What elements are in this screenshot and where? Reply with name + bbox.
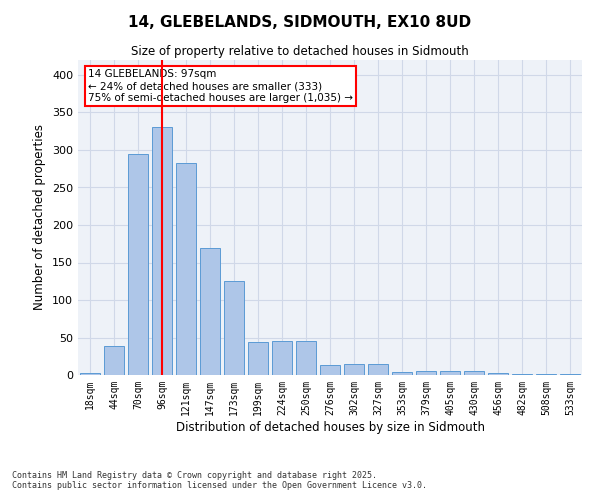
Bar [512,374,532,375]
Bar [392,372,412,375]
Bar [320,364,340,375]
Text: Contains HM Land Registry data © Crown copyright and database right 2025.
Contai: Contains HM Land Registry data © Crown c… [12,470,427,490]
Bar [200,248,220,375]
Bar [248,342,268,375]
Bar [464,371,484,375]
Bar [488,373,508,375]
Bar [80,373,100,375]
Text: 14 GLEBELANDS: 97sqm
← 24% of detached houses are smaller (333)
75% of semi-deta: 14 GLEBELANDS: 97sqm ← 24% of detached h… [88,70,353,102]
Bar [296,340,316,375]
Bar [440,371,460,375]
X-axis label: Distribution of detached houses by size in Sidmouth: Distribution of detached houses by size … [176,420,485,434]
Bar [344,364,364,375]
Bar [368,364,388,375]
Bar [536,374,556,375]
Y-axis label: Number of detached properties: Number of detached properties [34,124,46,310]
Bar [560,374,580,375]
Bar [272,340,292,375]
Bar [176,163,196,375]
Bar [224,281,244,375]
Bar [128,154,148,375]
Bar [152,126,172,375]
Bar [416,371,436,375]
Text: Size of property relative to detached houses in Sidmouth: Size of property relative to detached ho… [131,45,469,58]
Text: 14, GLEBELANDS, SIDMOUTH, EX10 8UD: 14, GLEBELANDS, SIDMOUTH, EX10 8UD [128,15,472,30]
Bar [104,346,124,375]
